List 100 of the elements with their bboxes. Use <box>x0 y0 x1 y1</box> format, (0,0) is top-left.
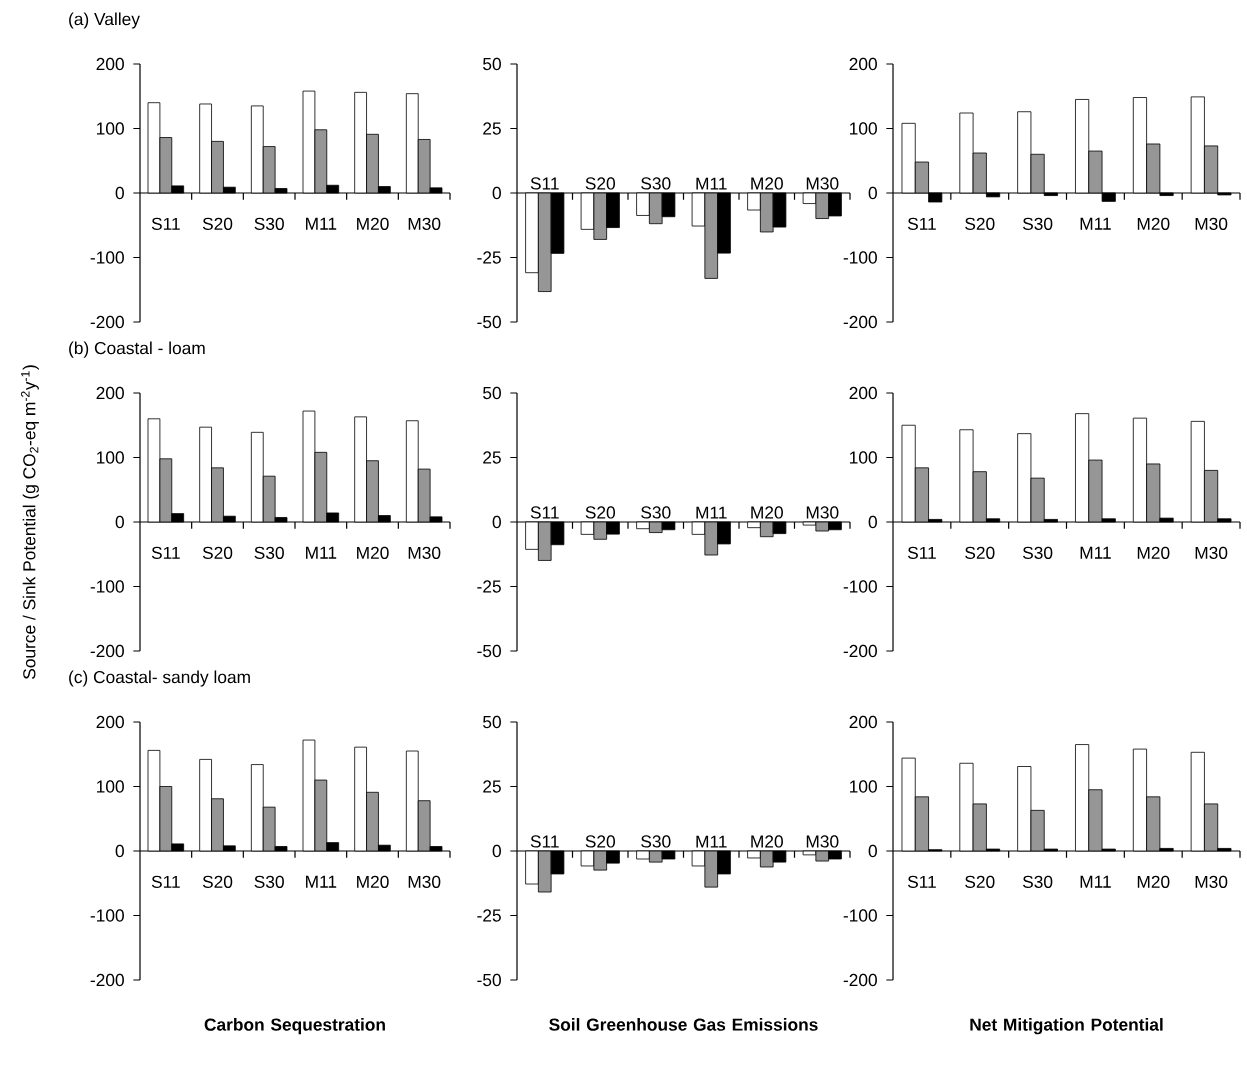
y-tick-label: -50 <box>477 644 501 658</box>
x-tick-label: S11 <box>530 835 559 848</box>
y-tick-label: 100 <box>850 780 877 793</box>
y-tick-label: 0 <box>868 844 877 858</box>
x-tick-label: M30 <box>806 177 839 190</box>
y-tick-label: -100 <box>90 580 124 593</box>
x-tick-label: M20 <box>1137 217 1170 230</box>
x-tick-label: S30 <box>254 546 284 559</box>
x-tick-label: M20 <box>357 546 389 559</box>
y-tick-label: -100 <box>90 251 124 264</box>
y-tick-label: 0 <box>115 186 124 200</box>
y-tick-label: 200 <box>96 57 124 71</box>
x-tick-label: M30 <box>806 835 839 848</box>
x-tick-label: M11 <box>306 217 337 230</box>
x-tick-label: S11 <box>151 546 180 559</box>
y-tick-label: -100 <box>90 909 124 922</box>
y-tick-label: 0 <box>868 515 877 529</box>
x-tick-label: M20 <box>1137 875 1170 888</box>
y-tick-label: 200 <box>849 386 877 400</box>
x-tick-label: S20 <box>202 875 233 888</box>
y-tick-label: -200 <box>843 315 877 329</box>
y-axis-title: Source / Sink Potential (g CO$_{2}$-eq m$^{-2}$y$^{-1}$) <box>21 365 39 679</box>
y-tick-label: 200 <box>849 715 877 729</box>
x-tick-label: M11 <box>1080 875 1111 888</box>
x-tick-label: M11 <box>1080 217 1111 230</box>
x-tick-label: S30 <box>254 217 284 230</box>
x-tick-label: M11 <box>1080 546 1111 559</box>
x-axis-title: Soil Greenhouse Gas Emissions <box>549 1018 818 1031</box>
x-tick-label: S11 <box>151 217 180 230</box>
y-tick-label: 0 <box>492 844 501 858</box>
y-tick-label: 25 <box>483 122 501 135</box>
chart-title: (a) Valley <box>69 12 140 29</box>
x-tick-label: M30 <box>1195 217 1228 230</box>
x-tick-label: M11 <box>696 506 727 519</box>
x-tick-label: S30 <box>641 506 671 519</box>
y-tick-label: 0 <box>492 515 501 529</box>
x-tick-label: S20 <box>585 177 615 190</box>
x-tick-label: S30 <box>641 835 671 848</box>
y-tick-label: 0 <box>115 844 124 858</box>
y-tick-label: -100 <box>843 909 877 922</box>
x-tick-label: S11 <box>530 506 559 519</box>
x-tick-label: M20 <box>357 875 389 888</box>
x-tick-label: M30 <box>1195 546 1228 559</box>
y-tick-label: -100 <box>843 580 877 593</box>
y-tick-label: 0 <box>868 186 877 200</box>
y-tick-label: -25 <box>477 251 501 264</box>
x-tick-label: S30 <box>1022 217 1053 230</box>
x-tick-label: S20 <box>202 217 233 230</box>
chart-title: (c) Coastal- sandy loam <box>69 670 250 687</box>
x-tick-label: S30 <box>1022 546 1053 559</box>
x-tick-label: M11 <box>696 177 727 190</box>
y-tick-label: 50 <box>483 715 501 729</box>
y-tick-label: 200 <box>96 386 124 400</box>
y-tick-label: 25 <box>483 451 501 464</box>
x-tick-label: M20 <box>1137 546 1170 559</box>
x-tick-label: M20 <box>751 177 783 190</box>
x-axis-title: Carbon Sequestration <box>204 1018 385 1035</box>
y-tick-label: 50 <box>483 386 501 400</box>
x-axis-title: Net Mitigation Potential <box>970 1018 1163 1035</box>
y-tick-label: 100 <box>850 451 877 464</box>
y-tick-label: -50 <box>477 973 501 987</box>
x-tick-label: M30 <box>1195 875 1228 888</box>
y-tick-label: -200 <box>90 315 124 329</box>
x-tick-label: S11 <box>151 875 180 888</box>
y-tick-label: -100 <box>843 251 877 264</box>
chart-title: (b) Coastal - loam <box>69 341 205 358</box>
y-tick-label: 200 <box>96 715 124 729</box>
y-tick-label: -25 <box>477 580 501 593</box>
y-tick-label: 100 <box>850 122 877 135</box>
y-tick-label: 100 <box>97 122 124 135</box>
y-tick-label: 100 <box>97 451 124 464</box>
x-tick-label: S11 <box>907 875 936 888</box>
y-tick-label: -200 <box>843 973 877 987</box>
x-tick-label: M20 <box>751 506 783 519</box>
y-tick-label: 0 <box>492 186 501 200</box>
y-tick-label: 0 <box>115 515 124 529</box>
x-tick-label: S20 <box>965 217 995 230</box>
x-tick-label: M30 <box>408 875 441 888</box>
x-tick-label: S20 <box>585 835 615 848</box>
y-tick-label: 50 <box>483 57 501 71</box>
x-tick-label: S20 <box>965 875 995 888</box>
x-tick-label: M11 <box>306 546 337 559</box>
y-tick-label: 25 <box>483 780 501 793</box>
x-tick-label: M30 <box>408 546 441 559</box>
x-tick-label: S30 <box>641 177 671 190</box>
y-tick-label: 100 <box>97 780 124 793</box>
x-tick-label: S30 <box>254 875 284 888</box>
x-tick-label: S11 <box>907 217 936 230</box>
x-tick-label: S20 <box>965 546 995 559</box>
x-tick-label: S11 <box>907 546 936 559</box>
y-tick-label: 200 <box>849 57 877 71</box>
y-tick-label: -25 <box>477 909 501 922</box>
x-tick-label: S20 <box>585 506 615 519</box>
x-tick-label: M30 <box>806 506 839 519</box>
x-tick-label: M11 <box>306 875 337 888</box>
x-tick-label: M20 <box>751 835 783 848</box>
x-tick-label: M30 <box>408 217 441 230</box>
y-tick-label: -50 <box>477 315 501 329</box>
y-tick-label: -200 <box>90 644 124 658</box>
y-tick-label: -200 <box>90 973 124 987</box>
